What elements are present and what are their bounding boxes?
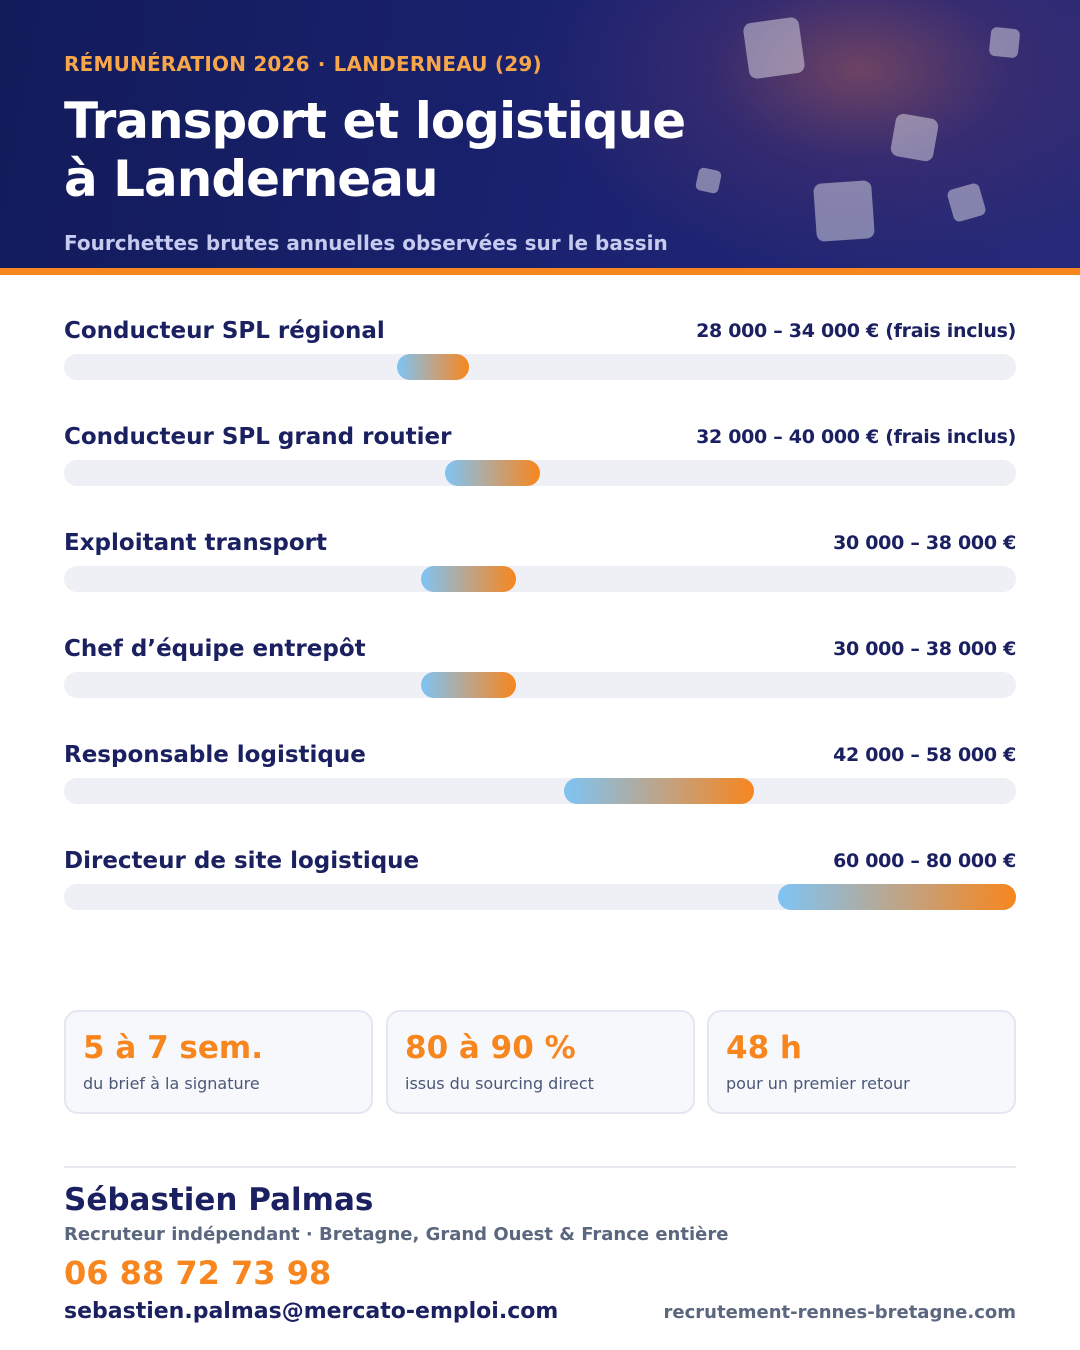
stat-card-delay: 5 à 7 sem. du brief à la signature bbox=[64, 1010, 373, 1114]
decorative-square bbox=[946, 182, 987, 223]
salary-role-label: Exploitant transport bbox=[64, 530, 327, 556]
header-eyebrow: RÉMUNÉRATION 2026 · LANDERNEAU (29) bbox=[64, 52, 542, 76]
decorative-square bbox=[889, 112, 940, 163]
salary-row: Conducteur SPL régional 28 000 – 34 000 €… bbox=[64, 316, 1016, 422]
eyebrow-separator: · bbox=[317, 52, 326, 76]
stat-label: pour un premier retour bbox=[726, 1074, 910, 1093]
decorative-square bbox=[813, 180, 875, 242]
decorative-square bbox=[742, 16, 806, 80]
salary-range-bar bbox=[421, 566, 517, 592]
stat-label: du brief à la signature bbox=[83, 1074, 260, 1093]
salary-range-bar bbox=[778, 884, 1016, 910]
eyebrow-topic: RÉMUNÉRATION 2026 bbox=[64, 52, 310, 76]
stat-value: 48 h bbox=[726, 1030, 803, 1066]
salary-role-label: Conducteur SPL grand routier bbox=[64, 424, 452, 450]
page-subtitle: Fourchettes brutes annuelles observées s… bbox=[64, 231, 668, 255]
stat-card-sourcing: 80 à 90 % issus du sourcing direct bbox=[386, 1010, 695, 1114]
stat-value: 5 à 7 sem. bbox=[83, 1030, 263, 1066]
hero-header: RÉMUNÉRATION 2026 · LANDERNEAU (29) Transp… bbox=[0, 0, 1080, 268]
contact-website-link[interactable]: recrutement-rennes-bretagne.com bbox=[663, 1302, 1016, 1323]
decorative-square bbox=[988, 26, 1021, 59]
salary-range-bar bbox=[444, 460, 540, 486]
page-title: Transport et logistique à Landerneau bbox=[64, 92, 686, 208]
contact-email-link[interactable]: sebastien.palmas@mercato-emploi.com bbox=[64, 1299, 559, 1324]
salary-range-track bbox=[64, 778, 1016, 804]
salary-role-label: Responsable logistique bbox=[64, 742, 366, 768]
salary-row: Conducteur SPL grand routier 32 000 – 40 … bbox=[64, 422, 1016, 528]
salary-range-track bbox=[64, 354, 1016, 380]
salary-row: Directeur de site logistique 60 000 – 80 … bbox=[64, 846, 1016, 952]
salary-range-label: 30 000 – 38 000 € bbox=[833, 532, 1016, 554]
stat-value: 80 à 90 % bbox=[405, 1030, 576, 1066]
salary-role-label: Conducteur SPL régional bbox=[64, 318, 385, 344]
salary-range-label: 30 000 – 38 000 € bbox=[833, 638, 1016, 660]
page-title-line-1: Transport et logistique bbox=[64, 92, 686, 150]
salary-range-label: 32 000 – 40 000 € (frais inclus) bbox=[696, 426, 1016, 448]
footer-divider bbox=[64, 1166, 1016, 1168]
stat-card-response: 48 h pour un premier retour bbox=[707, 1010, 1016, 1114]
salary-role-label: Chef d’équipe entrepôt bbox=[64, 636, 366, 662]
stats-row: 5 à 7 sem. du brief à la signature 80 à … bbox=[64, 1010, 1016, 1114]
salary-range-track bbox=[64, 672, 1016, 698]
salary-row: Exploitant transport 30 000 – 38 000 € bbox=[64, 528, 1016, 634]
header-accent-bar bbox=[0, 268, 1080, 275]
salary-range-track bbox=[64, 460, 1016, 486]
salary-range-bar bbox=[563, 778, 755, 804]
salary-range-label: 28 000 – 34 000 € (frais inclus) bbox=[696, 320, 1016, 342]
salary-row: Responsable logistique 42 000 – 58 000 € bbox=[64, 740, 1016, 846]
contact-name: Sébastien Palmas bbox=[64, 1182, 374, 1218]
salary-range-label: 60 000 – 80 000 € bbox=[833, 850, 1016, 872]
salary-range-bar bbox=[421, 672, 517, 698]
salary-range-bar bbox=[397, 354, 469, 380]
page-title-line-2: à Landerneau bbox=[64, 150, 439, 208]
salary-range-list: Conducteur SPL régional 28 000 – 34 000 €… bbox=[64, 316, 1016, 952]
salary-range-track bbox=[64, 566, 1016, 592]
stat-label: issus du sourcing direct bbox=[405, 1074, 594, 1093]
salary-range-track bbox=[64, 884, 1016, 910]
contact-role: Recruteur indépendant · Bretagne, Grand … bbox=[64, 1224, 729, 1245]
salary-range-label: 42 000 – 58 000 € bbox=[833, 744, 1016, 766]
decorative-square bbox=[694, 166, 723, 195]
contact-phone-link[interactable]: 06 88 72 73 98 bbox=[64, 1254, 332, 1292]
salary-role-label: Directeur de site logistique bbox=[64, 848, 420, 874]
eyebrow-location: LANDERNEAU (29) bbox=[333, 52, 542, 76]
salary-row: Chef d’équipe entrepôt 30 000 – 38 000 € bbox=[64, 634, 1016, 740]
